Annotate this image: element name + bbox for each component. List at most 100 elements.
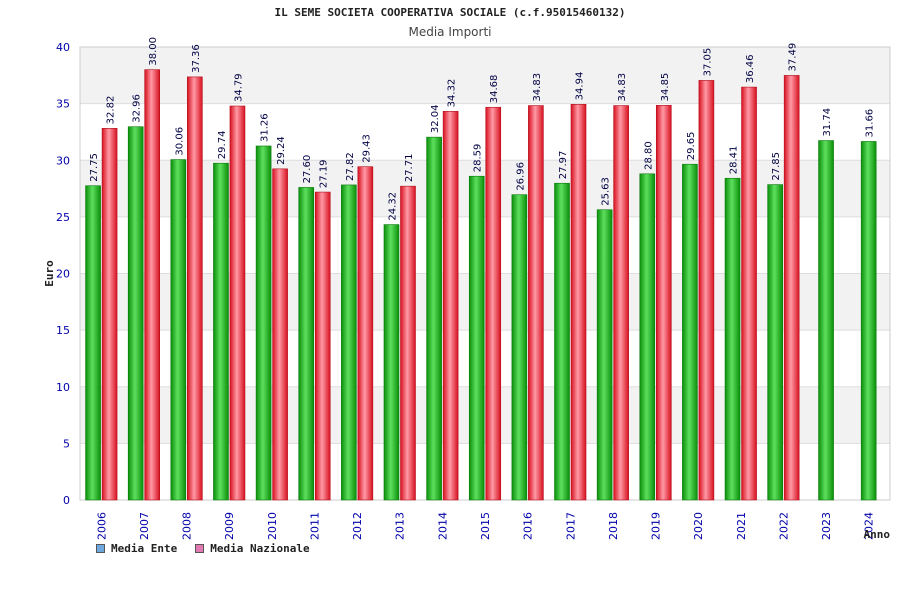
bar-media-nazionale [528,105,544,501]
data-label-media-nazionale: 34.79 [233,73,244,102]
y-tick-label: 10 [56,381,70,394]
x-tick-label: 2009 [223,512,236,540]
bar-media-nazionale [613,105,629,501]
legend-label-nazionale: Media Nazionale [210,542,310,555]
bar-media-ente [298,187,315,501]
x-tick-label: 2006 [95,512,108,540]
x-tick-label: 2021 [735,512,748,540]
bar-media-ente [255,145,272,501]
data-label-media-nazionale: 37.49 [788,43,799,72]
x-tick-label: 2023 [820,512,833,540]
bar-media-ente [724,177,741,501]
data-label-media-ente: 27.82 [345,152,356,181]
y-tick-label: 20 [56,268,70,281]
data-label-media-nazionale: 34.94 [575,72,586,101]
data-label-media-nazionale: 37.36 [191,44,202,73]
data-label-media-nazionale: 32.82 [106,96,117,125]
data-label-media-ente: 28.41 [729,146,740,175]
data-label-media-ente: 27.85 [771,152,782,181]
x-tick-label: 2008 [181,512,194,540]
bar-media-nazionale [357,166,374,501]
data-label-media-nazionale: 37.05 [702,48,713,77]
data-label-media-ente: 26.96 [515,162,526,191]
data-label-media-nazionale: 34.32 [447,79,458,108]
bar-media-nazionale [272,168,288,501]
x-tick-label: 2014 [436,512,449,540]
data-label-media-ente: 29.65 [686,132,697,161]
chart-title: IL SEME SOCIETA COOPERATIVA SOCIALE (c.f… [274,6,626,19]
bar-media-nazionale [187,76,203,501]
bar-media-nazionale [783,75,800,501]
bar-media-ente [127,126,144,501]
x-tick-label: 2024 [863,512,876,540]
bar-media-ente [554,182,570,501]
plot-frame [79,46,891,501]
bar-media-nazionale [485,106,502,501]
data-label-media-nazionale: 34.68 [489,75,500,104]
bar-media-ente [767,184,783,501]
data-label-media-nazionale: 36.46 [745,54,756,83]
legend-swatch-ente [96,544,105,553]
x-tick-label: 2018 [607,512,620,540]
legend-item-nazionale: Media Nazionale [195,542,310,555]
data-label-media-nazionale: 34.85 [660,73,671,102]
y-tick-label: 35 [56,98,70,111]
y-tick-label: 5 [63,437,70,450]
bar-media-nazionale [101,128,118,501]
bar-media-ente [213,162,229,501]
data-label-media-nazionale: 29.43 [361,134,372,163]
y-tick-label: 15 [56,324,70,337]
data-label-media-ente: 28.59 [473,144,484,173]
data-label-media-nazionale: 27.19 [319,159,330,188]
bar-media-ente [170,159,187,501]
x-tick-label: 2019 [650,512,663,540]
data-label-media-ente: 32.96 [132,94,143,123]
bar-media-nazionale [144,69,160,501]
chart-subtitle: Media Importi [408,25,492,39]
bar-media-ente [682,163,698,501]
legend-label-ente: Media Ente [111,542,178,555]
data-label-media-ente: 31.74 [822,108,833,137]
x-tick-label: 2011 [308,512,321,540]
x-tick-label: 2010 [266,512,279,540]
bar-media-nazionale [400,185,416,501]
bar-media-ente [426,136,442,501]
data-label-media-nazionale: 34.83 [532,73,543,102]
y-axis-label: Euro [43,260,56,287]
x-tick-label: 2013 [394,512,407,540]
bar-media-nazionale [570,104,587,501]
data-label-media-ente: 27.75 [89,153,100,182]
data-label-media-ente: 24.32 [387,192,398,221]
bar-media-nazionale [655,105,672,501]
data-label-media-ente: 29.74 [217,131,228,160]
data-label-media-nazionale: 34.83 [617,73,628,102]
x-tick-label: 2020 [692,512,705,540]
x-tick-label: 2017 [564,512,577,540]
data-label-media-nazionale: 27.71 [404,154,415,183]
x-tick-label: 2012 [351,512,364,540]
bar-media-ente [511,194,528,501]
data-label-media-ente: 32.04 [430,105,441,134]
bar-media-ente [85,185,101,501]
data-label-media-ente: 31.26 [260,113,271,142]
data-label-media-ente: 31.66 [865,109,876,138]
bar-media-nazionale [741,86,757,501]
data-label-media-ente: 27.60 [302,155,313,184]
y-tick-label: 25 [56,211,70,224]
legend-item-ente: Media Ente [96,542,177,555]
x-tick-label: 2015 [479,512,492,540]
bar-media-ente [596,209,613,501]
data-label-media-ente: 30.06 [174,127,185,156]
y-tick-label: 30 [56,154,70,167]
data-label-media-ente: 27.97 [558,151,569,180]
x-tick-label: 2016 [522,512,535,540]
data-label-media-ente: 25.63 [601,177,612,206]
bar-media-ente [639,173,656,501]
bar-media-nazionale [442,111,459,501]
legend-swatch-nazionale [195,544,205,553]
x-axis-label: Anno [864,528,891,541]
bar-media-nazionale [314,191,331,501]
data-label-media-nazionale: 38.00 [148,37,159,66]
y-tick-label: 0 [63,494,70,507]
